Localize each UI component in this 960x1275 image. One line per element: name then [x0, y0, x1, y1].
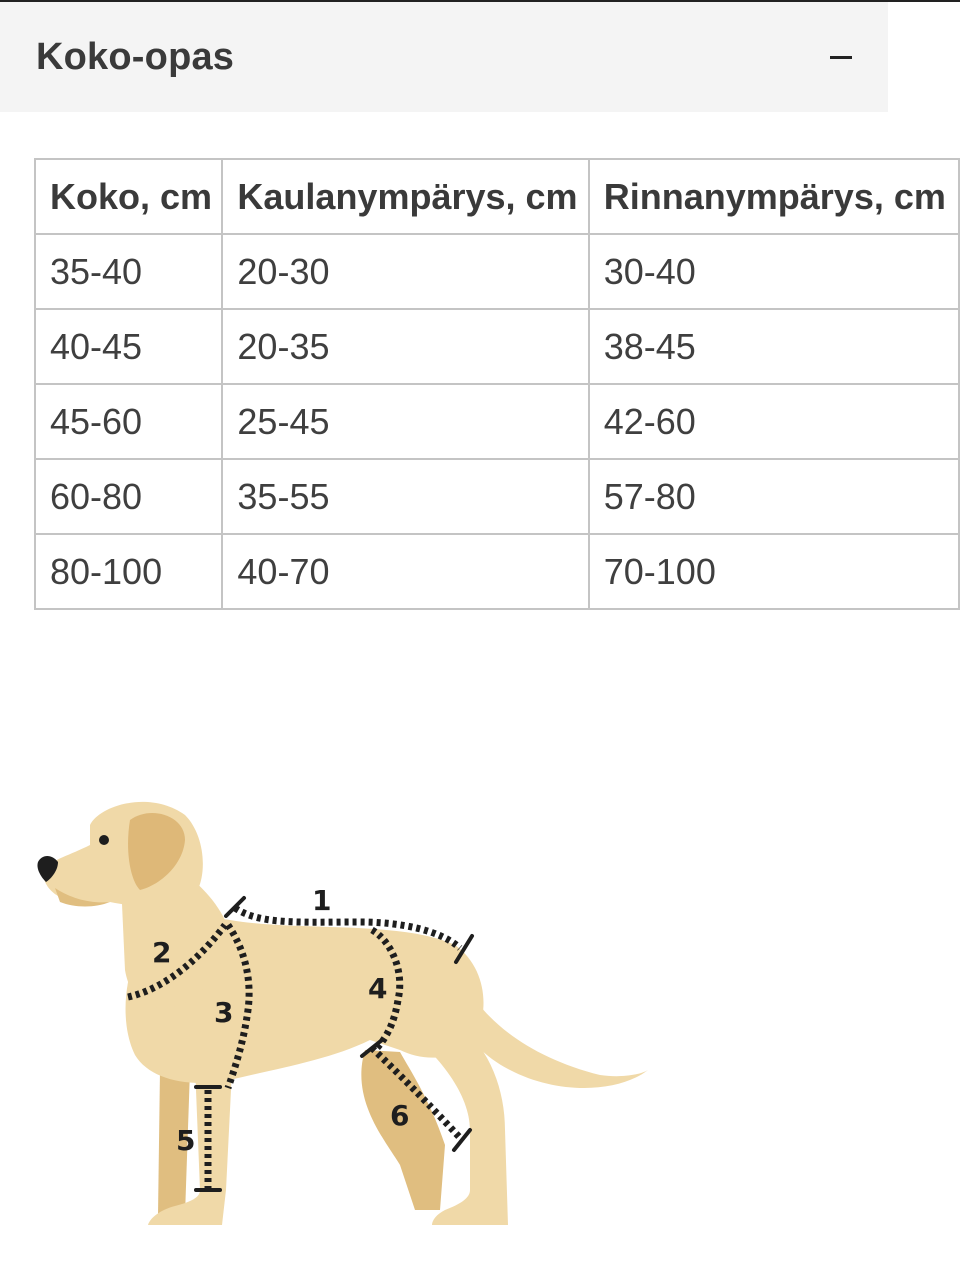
table-row: 40-45 20-35 38-45: [33, 308, 960, 385]
measure-label-3: 3: [214, 996, 233, 1029]
size-cell: 40-45: [33, 308, 224, 385]
dog-near-hind-leg: [400, 1025, 508, 1225]
table-row: 80-100 40-70 70-100: [33, 533, 960, 610]
dog-ear: [128, 812, 185, 890]
dog-far-hind-leg: [361, 1050, 445, 1210]
dog-measurement-illustration: 1 2 3 4 5 6: [0, 770, 700, 1250]
minus-icon[interactable]: [830, 55, 852, 59]
measure-line-3: [224, 923, 253, 1090]
chest-cell: 57-80: [587, 458, 960, 535]
column-header-neck: Kaulanympärys, cm: [221, 158, 590, 235]
measure-tick-6b: [452, 1128, 472, 1152]
measure-label-5: 5: [176, 1124, 195, 1157]
measure-line-1: [233, 905, 463, 951]
dog-muzzle-shadow: [55, 888, 110, 907]
dog-eye: [99, 835, 109, 845]
size-guide-title: Koko-opas: [36, 35, 235, 78]
dog-measurement-icon: 1 2 3 4 5 6: [37, 801, 648, 1225]
measure-label-4: 4: [368, 972, 387, 1005]
column-header-size: Koko, cm: [33, 158, 224, 235]
dog-near-front-leg: [148, 1065, 232, 1225]
table-header-row: Koko, cm Kaulanympärys, cm Rinnanympärys…: [33, 158, 960, 235]
neck-cell: 20-35: [221, 308, 590, 385]
neck-cell: 35-55: [221, 458, 590, 535]
table-row: 35-40 20-30 30-40: [33, 233, 960, 310]
column-header-chest: Rinnanympärys, cm: [587, 158, 960, 235]
size-cell: 45-60: [33, 383, 224, 460]
table-row: 45-60 25-45 42-60: [33, 383, 960, 460]
neck-cell: 20-30: [221, 233, 590, 310]
dog-tail: [440, 960, 648, 1089]
size-cell: 80-100: [33, 533, 224, 610]
size-guide-accordion-header[interactable]: Koko-opas: [0, 2, 888, 112]
measure-tick-6a: [360, 1038, 384, 1058]
dog-nose: [37, 856, 58, 882]
size-table: Koko, cm Kaulanympärys, cm Rinnanympärys…: [33, 158, 960, 610]
neck-cell: 25-45: [221, 383, 590, 460]
measure-line-4: [370, 926, 404, 1053]
chest-cell: 38-45: [587, 308, 960, 385]
measure-tick-1a: [224, 896, 246, 918]
dog-far-front-leg: [158, 1070, 190, 1215]
measure-label-2: 2: [152, 936, 171, 969]
chest-cell: 42-60: [587, 383, 960, 460]
table-row: 60-80 35-55 57-80: [33, 458, 960, 535]
size-cell: 60-80: [33, 458, 224, 535]
top-divider: [0, 0, 960, 2]
size-cell: 35-40: [33, 233, 224, 310]
neck-cell: 40-70: [221, 533, 590, 610]
chest-cell: 70-100: [587, 533, 960, 610]
measure-line-2: [127, 922, 228, 1001]
chest-cell: 30-40: [587, 233, 960, 310]
measure-label-1: 1: [312, 884, 331, 917]
measure-label-6: 6: [390, 1099, 409, 1132]
measure-tick-1b: [454, 934, 474, 964]
measure-line-6: [369, 1045, 465, 1143]
